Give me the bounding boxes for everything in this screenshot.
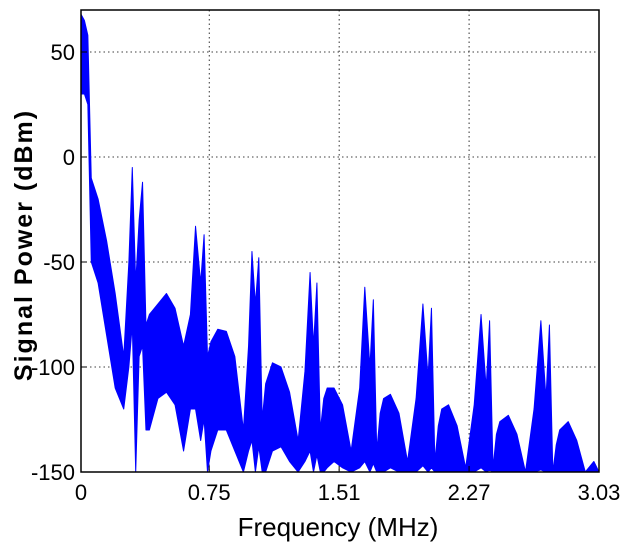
x-tick-label: 3.03 [578,480,621,505]
x-tick-label: 1.51 [318,480,361,505]
x-axis: 0 0.75 1.51 2.27 3.03 [75,466,621,505]
y-tick-label: -50 [43,250,75,275]
x-tick-label: 0.75 [188,480,231,505]
x-tick-label: 0 [75,480,87,505]
plot-area [80,13,600,473]
x-tick-label: 2.27 [448,480,491,505]
x-axis-label: Frequency (MHz) [238,512,439,542]
y-axis-label: Signal Power (dBm) [10,109,38,381]
y-tick-label: -150 [31,460,75,485]
spectrum-area [80,13,600,473]
y-tick-label: 0 [63,145,75,170]
y-tick-label: -100 [31,355,75,380]
plot-frame [80,9,600,473]
y-tick-label: 50 [51,40,75,65]
y-axis: -150 -100 -50 0 50 [31,40,87,485]
